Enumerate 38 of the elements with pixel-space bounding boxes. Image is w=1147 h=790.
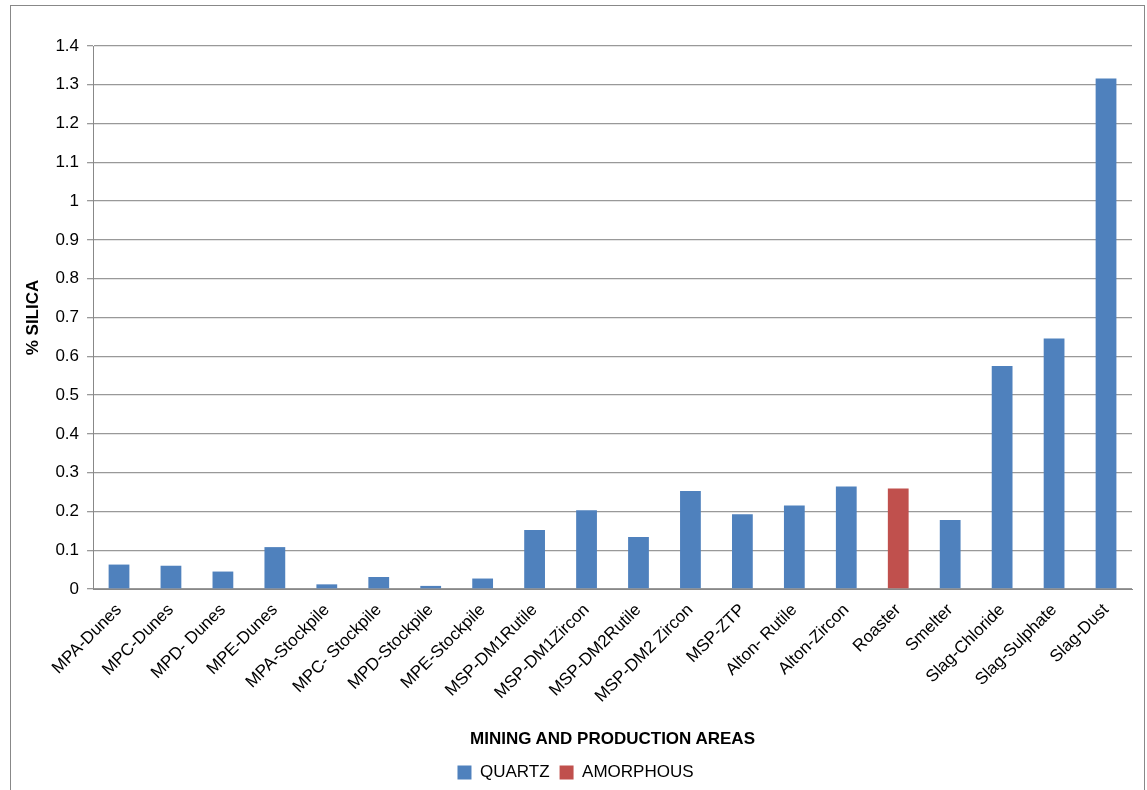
y-tick-label: 0.3 — [55, 462, 80, 482]
bar — [732, 514, 753, 589]
y-tick-label: 0.4 — [55, 423, 80, 443]
bar — [108, 564, 130, 589]
bar — [1043, 338, 1065, 589]
bar — [628, 537, 649, 589]
x-axis-title: MINING AND PRODUCTION AREAS — [470, 729, 755, 749]
bar — [783, 505, 805, 589]
bar — [991, 365, 1013, 589]
bar — [472, 578, 494, 589]
y-tick-label: 1.4 — [55, 35, 80, 55]
bar — [576, 510, 597, 589]
bar — [368, 576, 390, 589]
bar — [264, 547, 286, 589]
y-tick-label: 0.5 — [55, 384, 80, 404]
bar — [835, 486, 857, 589]
y-tick-label: 1.2 — [55, 113, 80, 133]
bar — [212, 571, 234, 589]
y-tick-label: 1.3 — [55, 74, 80, 94]
bar — [1095, 78, 1117, 589]
y-tick-label: 0.7 — [55, 307, 80, 327]
y-tick-label: 1.1 — [55, 152, 80, 172]
y-tick-label: 0 — [69, 578, 80, 598]
bar — [160, 565, 182, 589]
bar — [939, 519, 961, 589]
bar — [680, 490, 701, 589]
bar — [524, 530, 545, 589]
y-tick-label: 0.8 — [55, 268, 80, 288]
y-tick-label: 0.1 — [55, 539, 80, 559]
legend-label: AMORPHOUS — [582, 762, 694, 782]
bar — [887, 488, 909, 589]
y-tick-label: 0.9 — [55, 229, 80, 249]
y-tick-label: 0.2 — [55, 501, 80, 521]
y-tick-label: 1 — [69, 190, 80, 210]
y-tick-label: 0.6 — [55, 345, 80, 365]
y-axis-title: % SILICA — [22, 279, 42, 356]
legend-label: QUARTZ — [479, 762, 550, 782]
bar — [316, 584, 338, 589]
